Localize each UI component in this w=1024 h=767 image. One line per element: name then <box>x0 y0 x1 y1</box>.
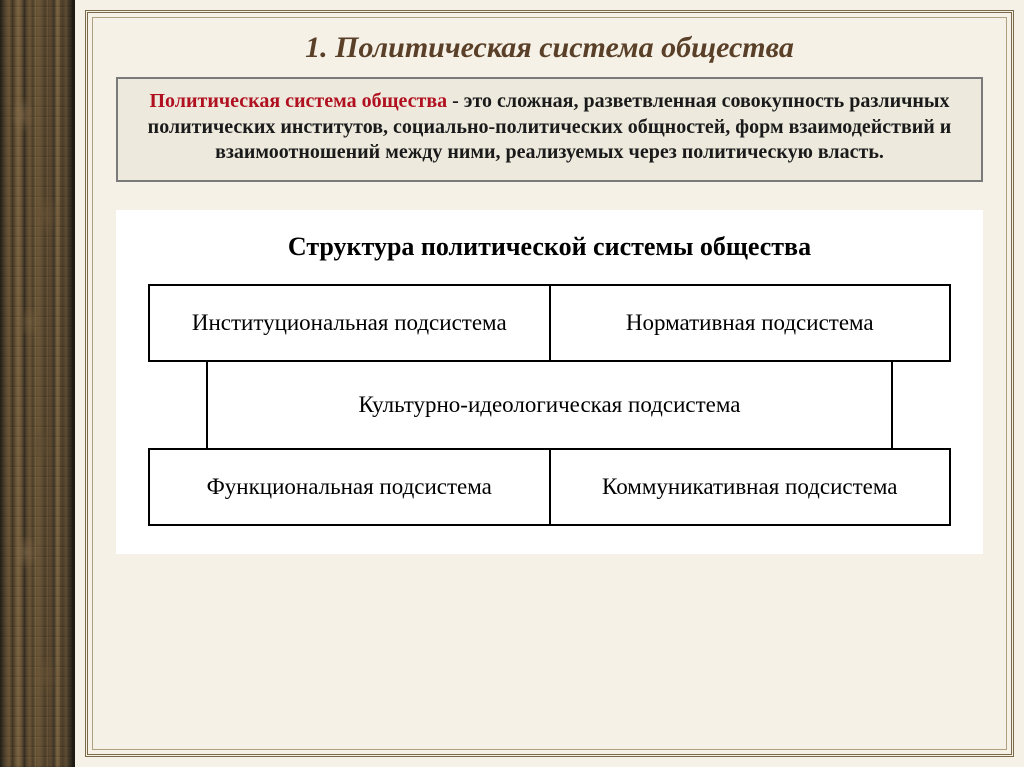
structure-diagram: Структура политической системы общества … <box>116 210 983 554</box>
cell-communicative: Коммуникативная подсистема <box>549 448 952 526</box>
cell-institutional: Институциональная подсистема <box>148 284 549 362</box>
diagram-grid: Институциональная подсистема Нормативная… <box>148 284 951 526</box>
structure-title: Структура политической системы общества <box>148 232 951 262</box>
slide-container: 1. Политическая система общества Политич… <box>75 0 1024 767</box>
cell-functional: Функциональная подсистема <box>148 448 549 526</box>
cell-cultural-ideological: Культурно-идеологическая подсистема <box>206 360 893 450</box>
diagram-row-bottom: Функциональная подсистема Коммуникативна… <box>148 448 951 526</box>
decorative-sidebar <box>0 0 75 767</box>
definition-term: Политическая система общества <box>149 90 447 112</box>
diagram-row-middle: Культурно-идеологическая подсистема <box>148 360 951 450</box>
definition-box: Политическая система общества - это слож… <box>116 77 983 182</box>
definition-text: Политическая система общества - это слож… <box>142 89 957 166</box>
slide-frame: 1. Политическая система общества Политич… <box>85 10 1014 757</box>
diagram-row-top: Институциональная подсистема Нормативная… <box>148 284 951 362</box>
cell-normative: Нормативная подсистема <box>549 284 952 362</box>
slide-title: 1. Политическая система общества <box>110 31 989 65</box>
